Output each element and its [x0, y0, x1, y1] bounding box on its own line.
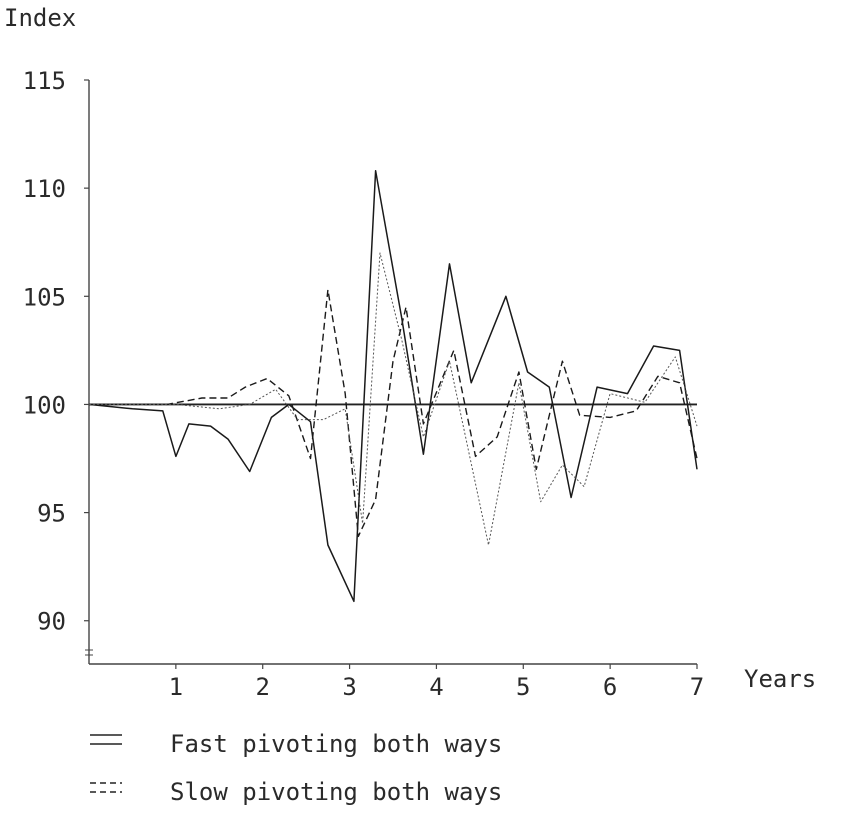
- series-group: [88, 170, 698, 603]
- y-tick-labels: 90 95 100 105 110 115: [23, 67, 89, 636]
- series-line-dotted: [89, 252, 698, 546]
- x-tick-label: 4: [429, 673, 443, 701]
- legend: Fast pivoting both ways Slow pivoting bo…: [90, 730, 502, 806]
- x-tick-label: 5: [516, 673, 530, 701]
- series-line-dashed: [89, 289, 698, 538]
- x-tick-label: 2: [255, 673, 269, 701]
- y-tick-label: 105: [23, 283, 66, 311]
- x-axis-title: Years: [744, 665, 816, 693]
- legend-item-slow: Slow pivoting both ways: [90, 778, 502, 806]
- y-tick-label: 95: [37, 500, 66, 528]
- legend-label-fast: Fast pivoting both ways: [170, 730, 502, 758]
- x-tick-label: 7: [690, 673, 704, 701]
- y-tick-label: 110: [23, 175, 66, 203]
- series-line-solid: [88, 170, 698, 603]
- axes: [85, 80, 697, 665]
- y-tick-label: 100: [23, 391, 66, 419]
- x-tick-label: 6: [603, 673, 617, 701]
- legend-item-fast: Fast pivoting both ways: [90, 730, 502, 758]
- y-tick-label: 115: [23, 67, 66, 95]
- legend-label-slow: Slow pivoting both ways: [170, 778, 502, 806]
- y-axis-title: Index: [4, 4, 76, 32]
- x-tick-label: 3: [342, 673, 356, 701]
- x-tick-label: 1: [169, 673, 183, 701]
- x-tick-labels: 1 2 3 4 5 6 7: [169, 664, 704, 701]
- y-tick-label: 90: [37, 608, 66, 636]
